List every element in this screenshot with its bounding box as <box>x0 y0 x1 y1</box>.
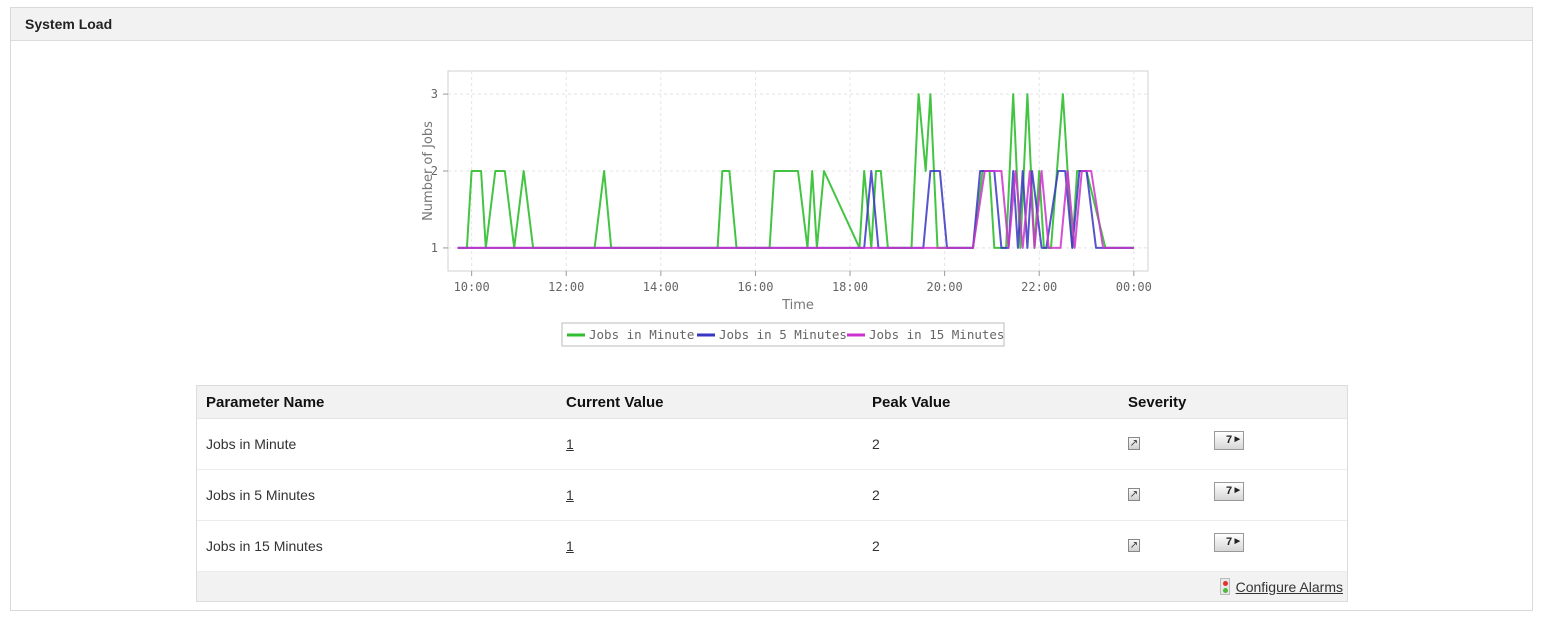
legend-item-label: Jobs in Minute <box>589 327 694 342</box>
severity-link-icon[interactable]: ↗ <box>1128 539 1140 552</box>
header-severity: Severity <box>1128 394 1187 411</box>
peak-value: 2 <box>872 436 880 452</box>
y-tick-label: 2 <box>431 164 438 178</box>
x-tick-label: 12:00 <box>548 280 584 294</box>
y-tick-label: 3 <box>431 87 438 101</box>
x-tick-label: 00:00 <box>1116 280 1152 294</box>
x-tick-label: 10:00 <box>454 280 490 294</box>
y-axis-label: Number of Jobs <box>421 121 436 221</box>
period-label: 7 <box>1225 485 1233 497</box>
configure-alarms: Configure Alarms <box>1219 578 1343 595</box>
period-selector-button[interactable]: 7 ▶ <box>1214 533 1244 552</box>
table-row: Jobs in 5 Minutes 1 2 ↗ 7 ▶ <box>197 470 1347 521</box>
current-value-link[interactable]: 1 <box>566 538 574 554</box>
panel-title: System Load <box>11 8 1532 41</box>
severity-link-icon[interactable]: ↗ <box>1128 437 1140 450</box>
system-load-chart: 10:00 12:00 14:00 16:00 18:00 20:00 22:00 00:00… <box>421 70 1152 347</box>
x-tick-label: 18:00 <box>832 280 868 294</box>
x-tick-label: 16:00 <box>737 280 773 294</box>
parameters-table: Parameter Name Current Value Peak Value … <box>196 385 1348 602</box>
current-value-link[interactable]: 1 <box>566 487 574 503</box>
parameter-name: Jobs in 15 Minutes <box>206 538 323 554</box>
table-row: Jobs in 15 Minutes 1 2 ↗ 7 ▶ <box>197 521 1347 572</box>
period-label: 7 <box>1225 536 1233 548</box>
peak-value: 2 <box>872 487 880 503</box>
header-peak-value: Peak Value <box>872 394 951 411</box>
period-label: 7 <box>1225 434 1233 446</box>
caret-icon: ▶ <box>1234 538 1240 545</box>
legend-box <box>561 322 1005 347</box>
x-tick-label: 22:00 <box>1021 280 1057 294</box>
x-tick-label: 14:00 <box>643 280 679 294</box>
period-selector-button[interactable]: 7 ▶ <box>1214 431 1244 450</box>
caret-icon: ▶ <box>1234 487 1240 494</box>
legend-item-label: Jobs in 15 Minutes <box>869 327 1004 342</box>
header-current-value: Current Value <box>566 394 664 411</box>
header-parameter-name: Parameter Name <box>206 394 325 411</box>
table-footer: Configure Alarms <box>197 572 1347 601</box>
parameter-name: Jobs in 5 Minutes <box>206 487 315 503</box>
configure-alarms-link[interactable]: Configure Alarms <box>1235 578 1343 595</box>
severity-link-icon[interactable]: ↗ <box>1128 488 1140 501</box>
peak-value: 2 <box>872 538 880 554</box>
x-axis-label: Time <box>781 298 814 313</box>
series-line-2 <box>457 170 1134 249</box>
system-load-panel: System Load 10:00 12:00 14:00 16:00 18:00 20:… <box>10 7 1533 611</box>
traffic-light-icon <box>1219 578 1230 595</box>
period-selector-button[interactable]: 7 ▶ <box>1214 482 1244 501</box>
table-header: Parameter Name Current Value Peak Value … <box>197 386 1347 419</box>
legend-item-label: Jobs in 5 Minutes <box>719 327 847 342</box>
y-tick-label: 1 <box>431 241 438 255</box>
parameter-name: Jobs in Minute <box>206 436 297 452</box>
caret-icon: ▶ <box>1234 436 1240 443</box>
series-line-1 <box>457 170 1134 249</box>
x-tick-label: 20:00 <box>927 280 963 294</box>
table-row: Jobs in Minute 1 2 ↗ 7 ▶ <box>197 419 1347 470</box>
current-value-link[interactable]: 1 <box>566 436 574 452</box>
